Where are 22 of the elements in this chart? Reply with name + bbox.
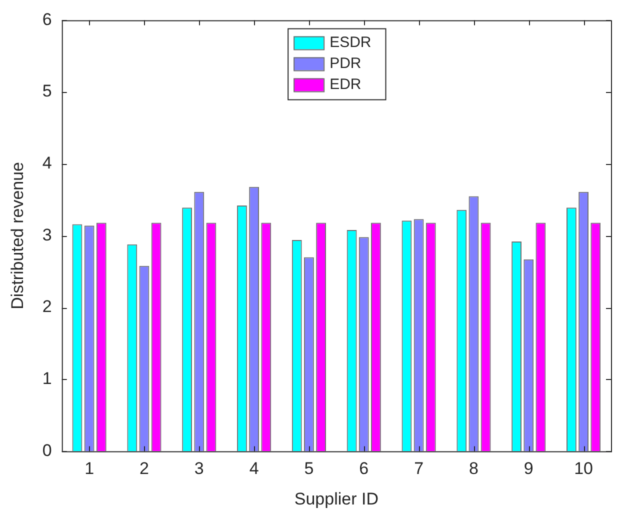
legend-label: ESDR bbox=[330, 34, 372, 51]
x-tick-label: 10 bbox=[574, 459, 594, 478]
y-axis-title: Distributed revenue bbox=[8, 162, 27, 310]
x-tick-label: 9 bbox=[524, 459, 534, 478]
x-tick-label: 8 bbox=[468, 459, 478, 478]
y-tick-label: 1 bbox=[42, 369, 52, 388]
x-tick-label: 1 bbox=[84, 459, 94, 478]
x-tick-label: 7 bbox=[414, 459, 424, 478]
x-tick-label: 2 bbox=[139, 459, 149, 478]
y-tick-label: 5 bbox=[42, 82, 52, 101]
x-tick-label: 3 bbox=[194, 459, 204, 478]
x-tick-label: 5 bbox=[304, 459, 314, 478]
legend-label: EDR bbox=[330, 76, 362, 93]
y-tick-label: 3 bbox=[42, 225, 52, 244]
legend-label: PDR bbox=[330, 54, 362, 72]
y-tick-label: 4 bbox=[42, 154, 52, 173]
x-tick-label: 6 bbox=[359, 459, 369, 478]
x-tick-label: 4 bbox=[249, 459, 259, 478]
y-tick-label: 6 bbox=[42, 10, 52, 29]
x-axis-title: Supplier ID bbox=[294, 489, 378, 508]
y-tick-label: 2 bbox=[42, 297, 52, 316]
y-tick-label: 0 bbox=[42, 440, 52, 460]
